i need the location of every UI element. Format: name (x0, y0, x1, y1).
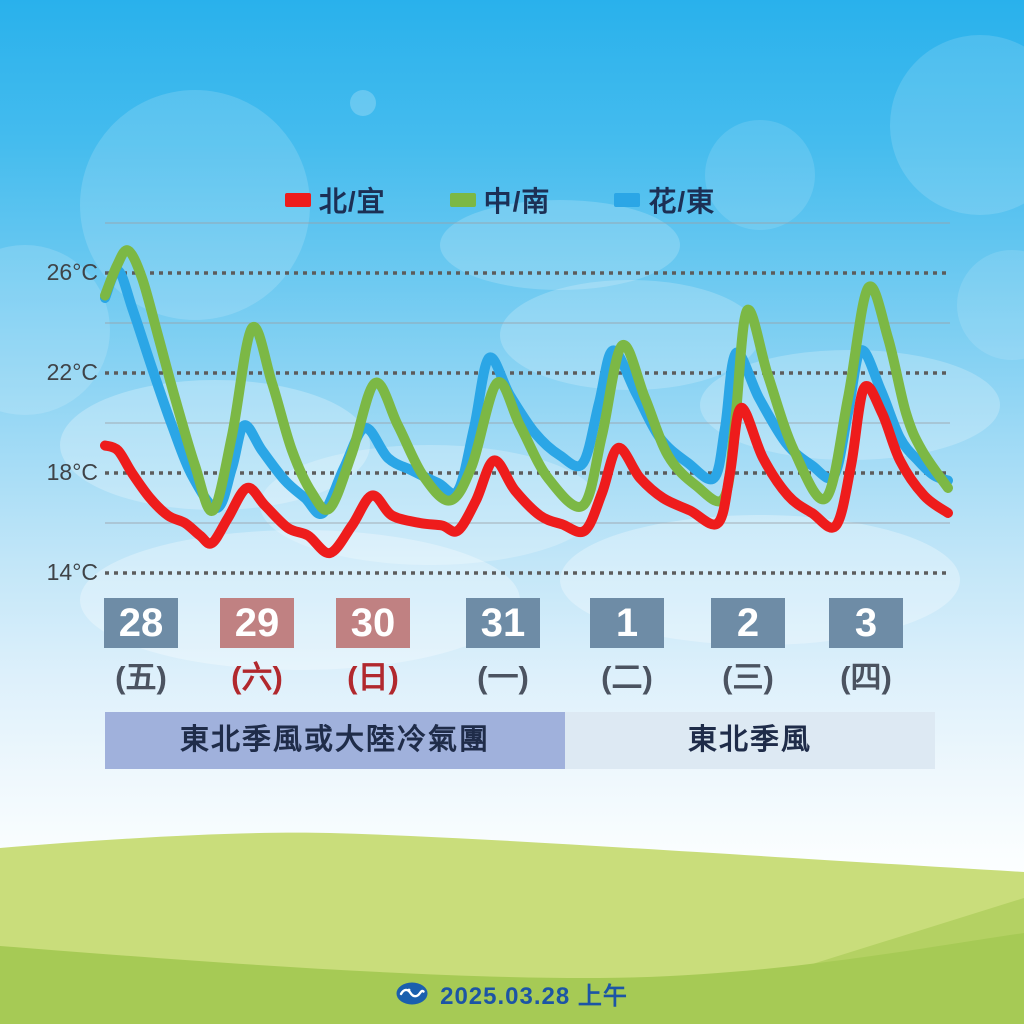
temperature-line-北/宜 (100, 381, 953, 559)
legend-label: 花/東 (648, 186, 716, 217)
date-box: 3 (829, 598, 903, 648)
legend-item: 北/宜 (284, 180, 386, 220)
date-box: 2 (711, 598, 785, 648)
date-cell: 31 (一) (443, 598, 563, 697)
date-box: 28 (104, 598, 178, 648)
legend-label: 中/南 (483, 186, 551, 217)
y-axis-tick-label: 26°C (46, 259, 98, 285)
temperature-line-中/南 (100, 245, 953, 516)
date-cell: 2 (三) (688, 598, 808, 697)
legend-swatch-icon (449, 193, 476, 207)
date-box: 29 (220, 598, 294, 648)
date-cell: 1 (二) (567, 598, 687, 697)
weekday-label: (二) (601, 660, 653, 695)
weekday-label: (一) (477, 660, 529, 695)
legend-item: 中/南 (449, 180, 551, 220)
date-cell: 3 (四) (806, 598, 926, 697)
weekday-label: (六) (231, 660, 283, 695)
weather-pattern-banner: 東北季風 (565, 712, 935, 769)
y-axis-tick-label: 18°C (46, 459, 98, 485)
date-box: 31 (466, 598, 540, 648)
legend-item: 花/東 (614, 180, 715, 220)
y-axis-tick-label: 14°C (46, 559, 98, 585)
legend-label: 北/宜 (318, 186, 386, 217)
legend-swatch-icon (284, 193, 311, 207)
date-box: 30 (336, 598, 410, 648)
temperature-line-花/東 (100, 265, 953, 519)
date-cell: 28 (五) (81, 598, 201, 697)
y-axis-tick-label: 22°C (46, 359, 98, 385)
cwa-logo-icon (396, 982, 428, 1005)
issue-datetime: 2025.03.28 上午 (440, 983, 628, 1010)
date-box: 1 (590, 598, 664, 648)
weekday-label: (五) (115, 660, 167, 695)
legend-swatch-icon (614, 193, 641, 207)
chart-legend: 北/宜 中/南 花/東 (0, 180, 1000, 220)
weekday-label: (三) (722, 660, 774, 695)
date-cell: 30 (日) (313, 598, 433, 697)
weather-pattern-banner: 東北季風或大陸冷氣團 (105, 712, 565, 769)
footer: 2025.03.28 上午 (0, 976, 1024, 1011)
date-cell: 29 (六) (197, 598, 317, 697)
weekday-label: (四) (840, 660, 892, 695)
weekday-label: (日) (347, 660, 399, 695)
